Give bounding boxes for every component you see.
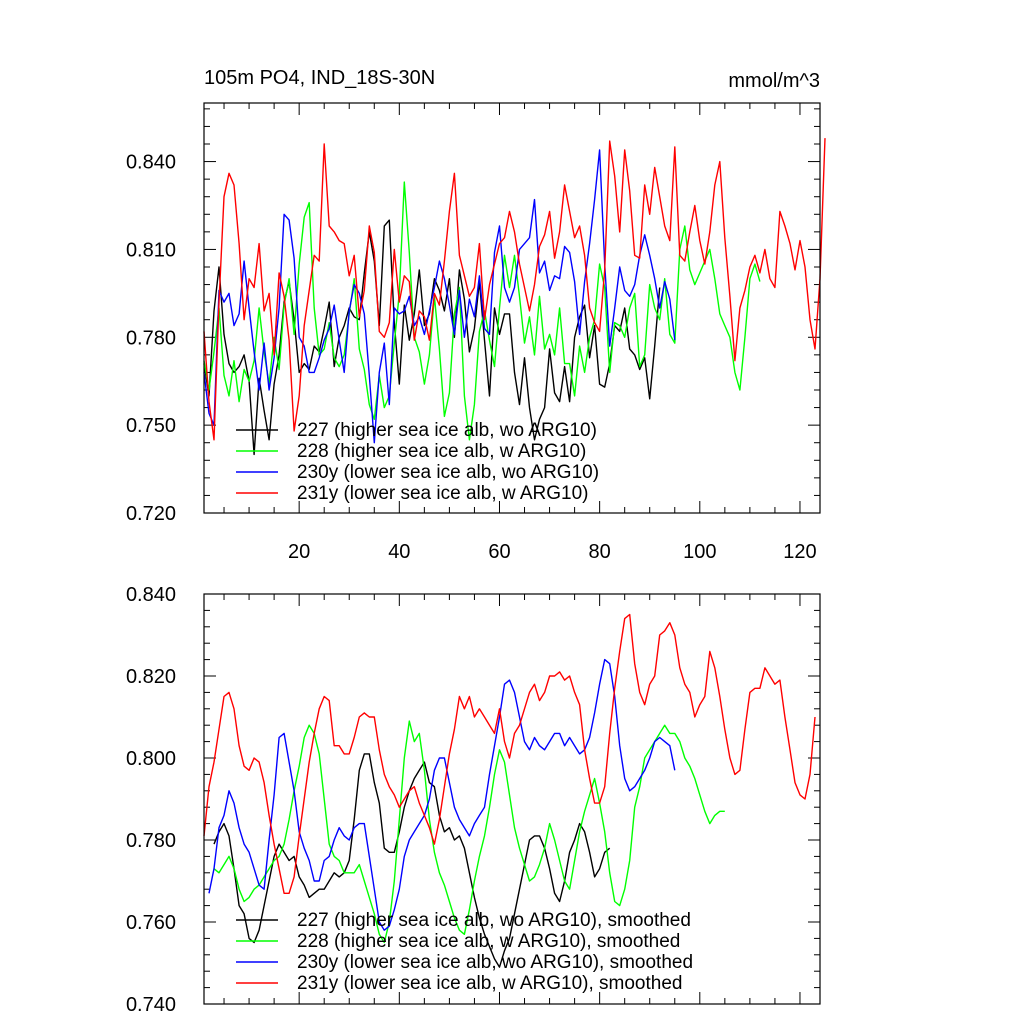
y-tick-label: 0.820 xyxy=(126,666,176,688)
bottom-axis-ticks xyxy=(204,593,820,1005)
top-legend: 227 (higher sea ice alb, wo ARG10)228 (h… xyxy=(236,420,599,504)
legend-label: 227 (higher sea ice alb, wo ARG10) xyxy=(297,420,597,441)
series-line-0 xyxy=(213,753,611,968)
legend-label: 228 (higher sea ice alb, w ARG10) xyxy=(297,441,586,462)
units-label: mmol/m^3 xyxy=(728,70,820,92)
series-line-3 xyxy=(203,613,816,894)
y-tick-label: 0.810 xyxy=(126,239,176,261)
x-tick-label: 20 xyxy=(288,541,310,563)
bottom-series-lines xyxy=(203,613,816,968)
x-tick-label: 60 xyxy=(488,541,510,563)
x-tick-label: 80 xyxy=(589,541,611,563)
series-line-2 xyxy=(208,658,676,931)
x-tick-label: 100 xyxy=(683,541,716,563)
legend-label: 227 (higher sea ice alb, wo ARG10), smoo… xyxy=(297,910,691,931)
top-y-axis-labels: 0.720 0.750 0.780 0.810 0.840 xyxy=(126,152,176,525)
legend-label: 230y (lower sea ice alb, wo ARG10) xyxy=(297,462,599,483)
series-line-3 xyxy=(203,138,826,441)
y-tick-label: 0.840 xyxy=(126,584,176,606)
series-line-1 xyxy=(213,720,725,944)
bottom-panel: 0.740 0.760 0.780 0.800 0.820 0.840 227 (high… xyxy=(126,584,821,1016)
top-plot-frame xyxy=(203,102,821,514)
legend-label: 228 (higher sea ice alb, w ARG10), smoot… xyxy=(297,931,680,952)
bottom-plot-frame xyxy=(203,593,821,1005)
top-axis-ticks xyxy=(204,103,820,514)
top-panel: 105m PO4, IND_18S-30N mmol/m^3 0.720 0.75… xyxy=(126,67,826,563)
y-tick-label: 0.760 xyxy=(126,912,176,934)
top-x-axis-labels: 20 40 60 80 100 120 xyxy=(288,541,817,563)
y-tick-label: 0.780 xyxy=(126,830,176,852)
chart-title: 105m PO4, IND_18S-30N xyxy=(204,67,435,89)
legend-label: 231y (lower sea ice alb, w ARG10), smoot… xyxy=(297,973,682,994)
y-tick-label: 0.800 xyxy=(126,748,176,770)
y-tick-label: 0.840 xyxy=(126,152,176,174)
bottom-legend: 227 (higher sea ice alb, wo ARG10), smoo… xyxy=(236,910,693,994)
x-tick-label: 40 xyxy=(388,541,410,563)
top-series-lines xyxy=(203,138,826,456)
y-tick-label: 0.780 xyxy=(126,327,176,349)
y-tick-label: 0.740 xyxy=(126,994,176,1016)
series-line-2 xyxy=(203,149,676,444)
legend-label: 230y (lower sea ice alb, wo ARG10), smoo… xyxy=(297,952,693,973)
y-tick-label: 0.720 xyxy=(126,503,176,525)
x-tick-label: 120 xyxy=(783,541,816,563)
bottom-y-axis-labels: 0.740 0.760 0.780 0.800 0.820 0.840 xyxy=(126,584,176,1016)
legend-label: 231y (lower sea ice alb, w ARG10) xyxy=(297,483,588,504)
y-tick-label: 0.750 xyxy=(126,415,176,437)
